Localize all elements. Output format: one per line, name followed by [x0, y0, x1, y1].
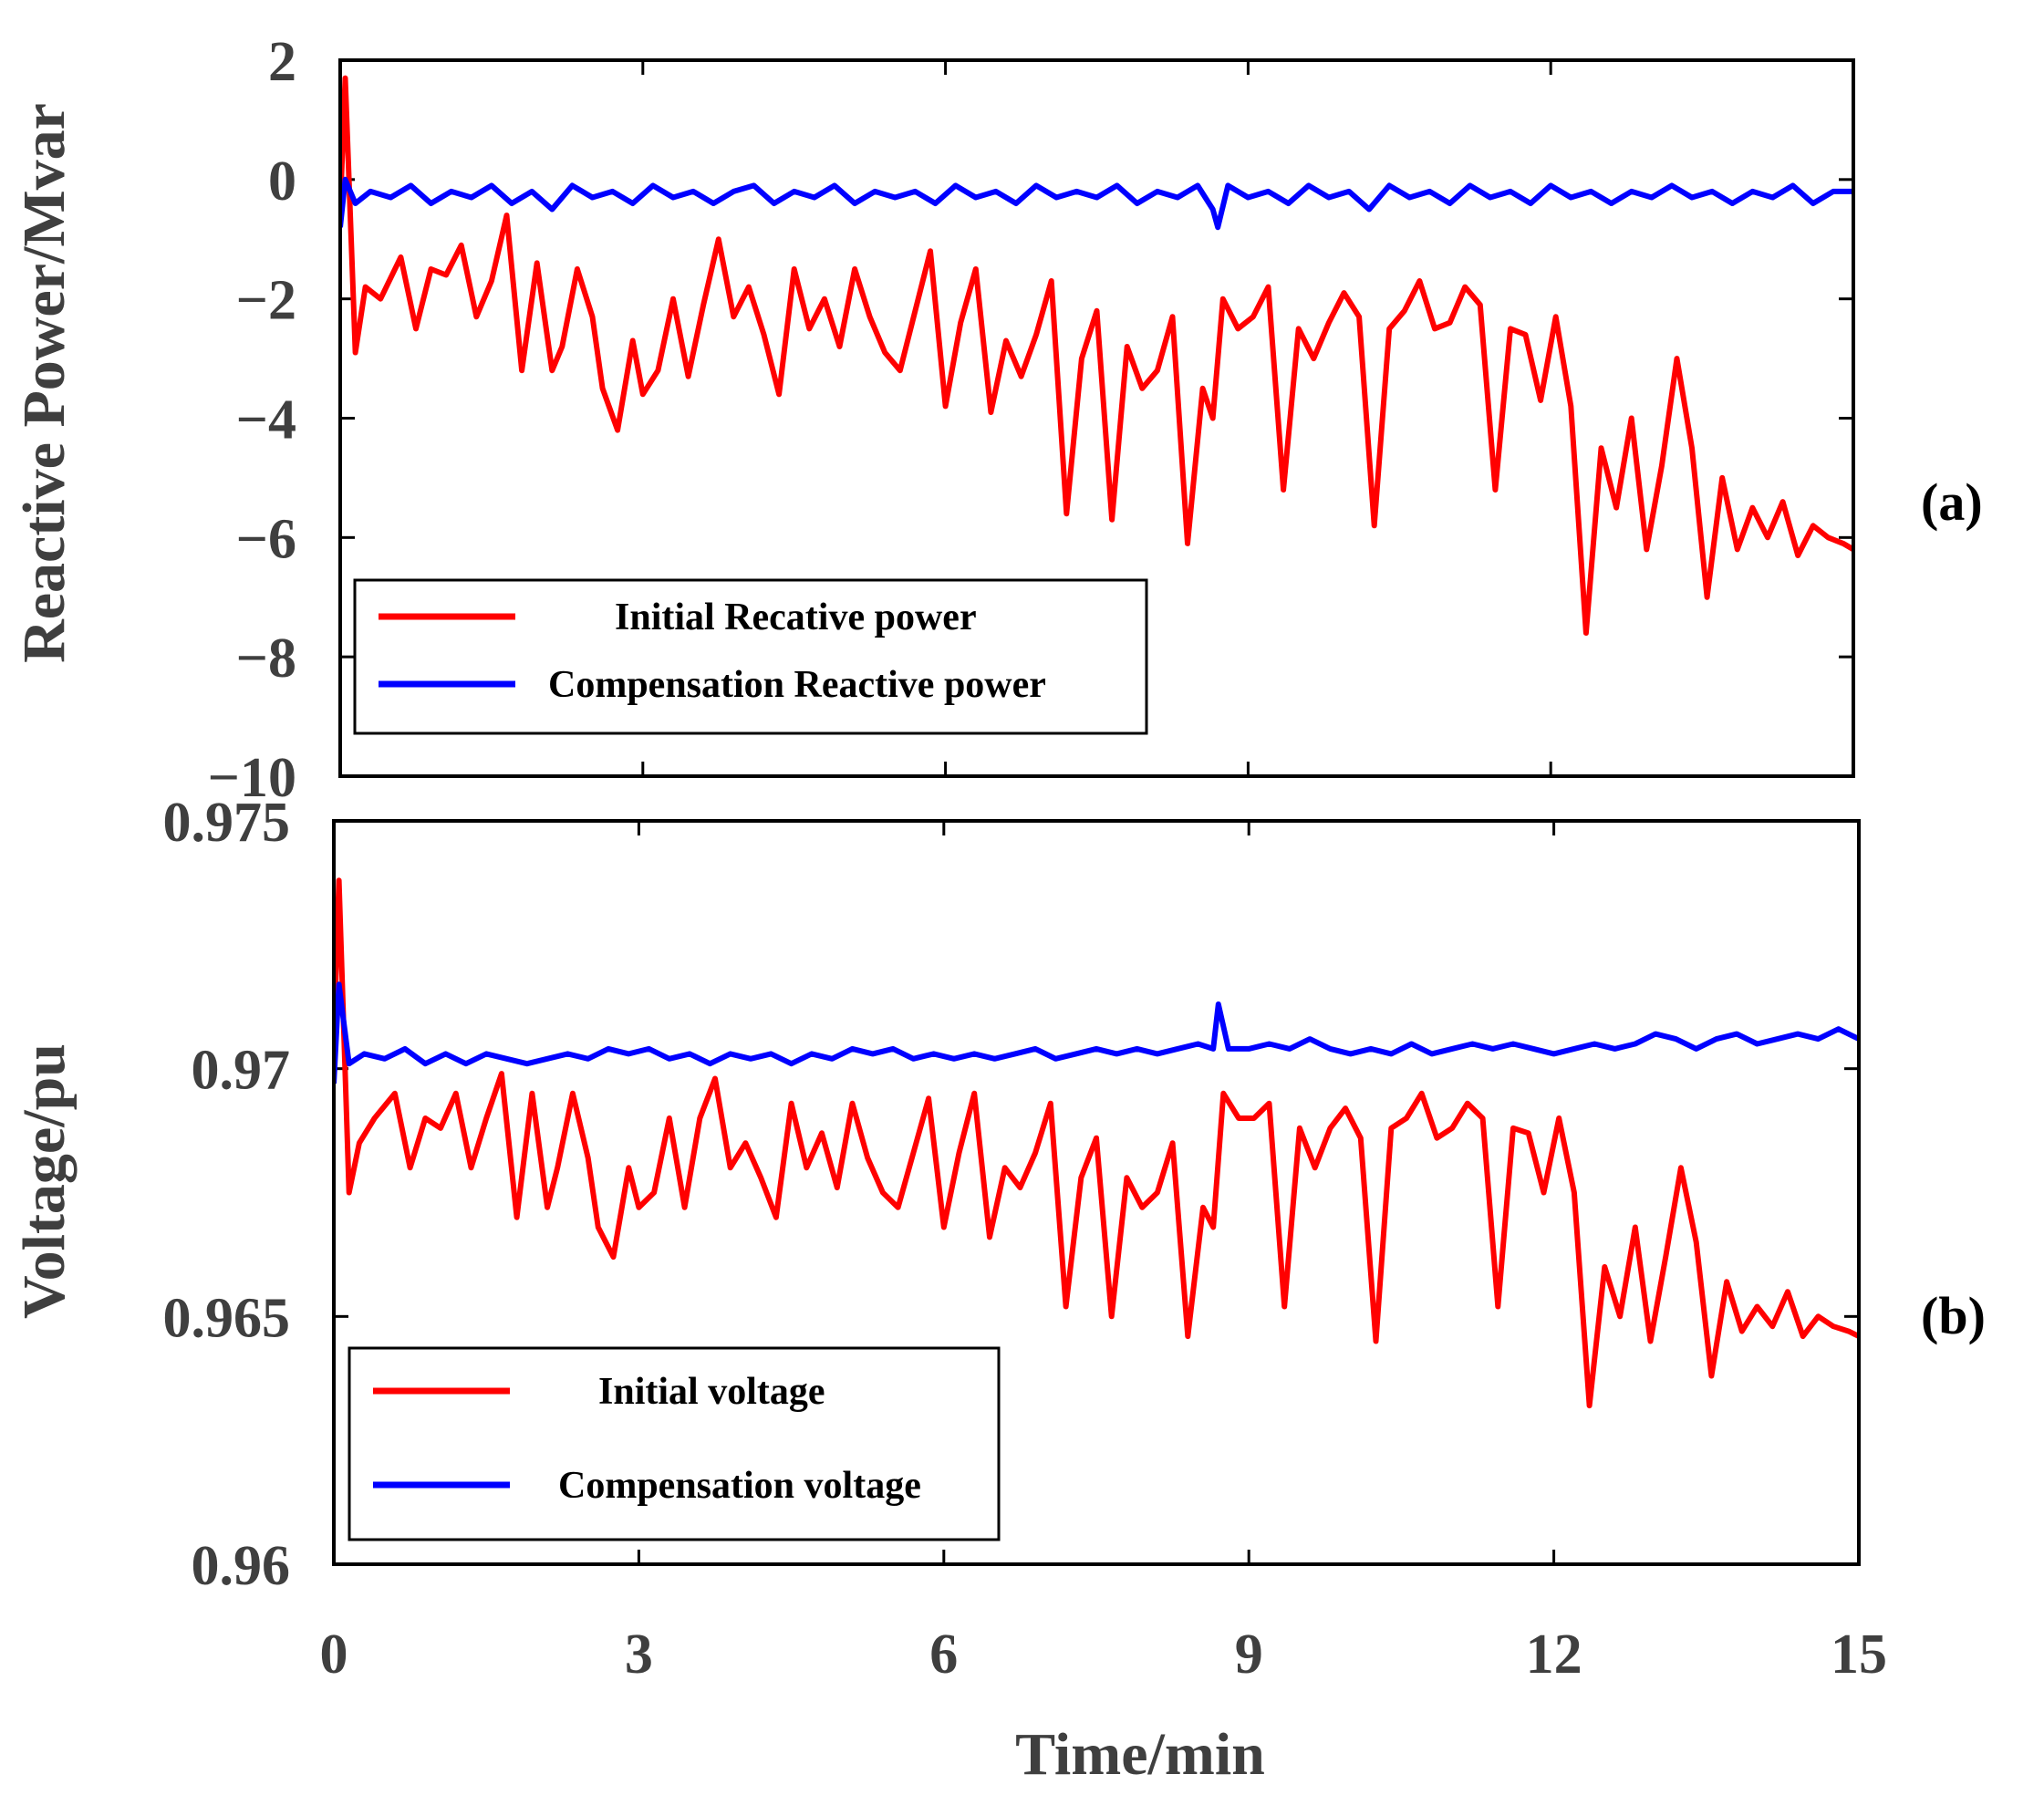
panel-b-ytick-label: 0.975 [163, 792, 291, 854]
panel-a-ytick-label: −8 [236, 628, 296, 690]
panel-a-ytick-label: −10 [208, 747, 296, 809]
series-line-compensation-reactive-power [340, 176, 1853, 231]
series-line-compensation-voltage [334, 981, 1859, 1084]
panel-b-ytick-label: 0.97 [192, 1040, 291, 1102]
legend-label-compensation-reactive-power: Compensation Reactive power [548, 664, 1046, 706]
panel-b: Voltage/pu 0.975 0.97 0.965 0.96 0 3 6 9 12 15 (… [11, 792, 1986, 1686]
panel-a-axes-frame [338, 58, 1855, 778]
panel-a-ytick-label: −6 [236, 508, 296, 570]
x-axis-title: Time/min [1015, 1721, 1265, 1788]
series-line-initial-reactive-power [340, 75, 1853, 636]
panel-a-tag: (a) [1921, 472, 1983, 532]
panel-a-ylabel: Reactive Power/Mvar [11, 103, 78, 663]
legend-label-initial-voltage: Initial voltage [598, 1371, 825, 1413]
panel-a-legend-box [353, 578, 1148, 735]
panel-b-legend-box [348, 1346, 1001, 1541]
panel-a-ytick-label: 2 [268, 31, 296, 93]
panel-b-axes-frame [332, 819, 1861, 1566]
series-line-initial-voltage [334, 877, 1859, 1409]
panel-a-legend: Initial Recative power Compensation Reac… [353, 578, 1148, 735]
legend-label-compensation-voltage: Compensation voltage [558, 1465, 921, 1507]
panel-a-ytick-label: 0 [268, 150, 296, 213]
x-tick-label: 0 [320, 1624, 348, 1686]
x-tick-label: 3 [625, 1624, 653, 1686]
x-tick-label: 12 [1526, 1624, 1582, 1686]
x-tick-label: 15 [1831, 1624, 1887, 1686]
panel-a-yticks: 2 0 −2 −4 −6 −8 −10 [208, 31, 1853, 809]
legend-label-initial-reactive-power: Initial Recative power [615, 597, 977, 638]
x-tick-label: 9 [1235, 1624, 1263, 1686]
panel-b-ytick-label: 0.965 [163, 1287, 291, 1349]
panel-b-yticks: 0.975 0.97 0.965 0.96 [163, 792, 1859, 1597]
panel-b-legend: Initial voltage Compensation voltage [348, 1346, 1001, 1541]
panel-a-ytick-label: −4 [236, 389, 296, 451]
panel-a-ytick-label: −2 [236, 270, 296, 332]
panel-a-plot-area [340, 75, 1853, 636]
panel-b-xticks: 0 3 6 9 12 15 [320, 821, 1887, 1686]
panel-a: Reactive Power/Mvar 2 0 −2 −4 −6 −8 −10 (a) In… [11, 31, 1983, 809]
x-tick-label: 6 [929, 1624, 958, 1686]
panel-b-ylabel: Voltage/pu [11, 1043, 78, 1319]
panel-b-ytick-label: 0.96 [192, 1535, 291, 1597]
panel-b-plot-area [334, 877, 1859, 1409]
panel-b-tag: (b) [1921, 1286, 1986, 1345]
